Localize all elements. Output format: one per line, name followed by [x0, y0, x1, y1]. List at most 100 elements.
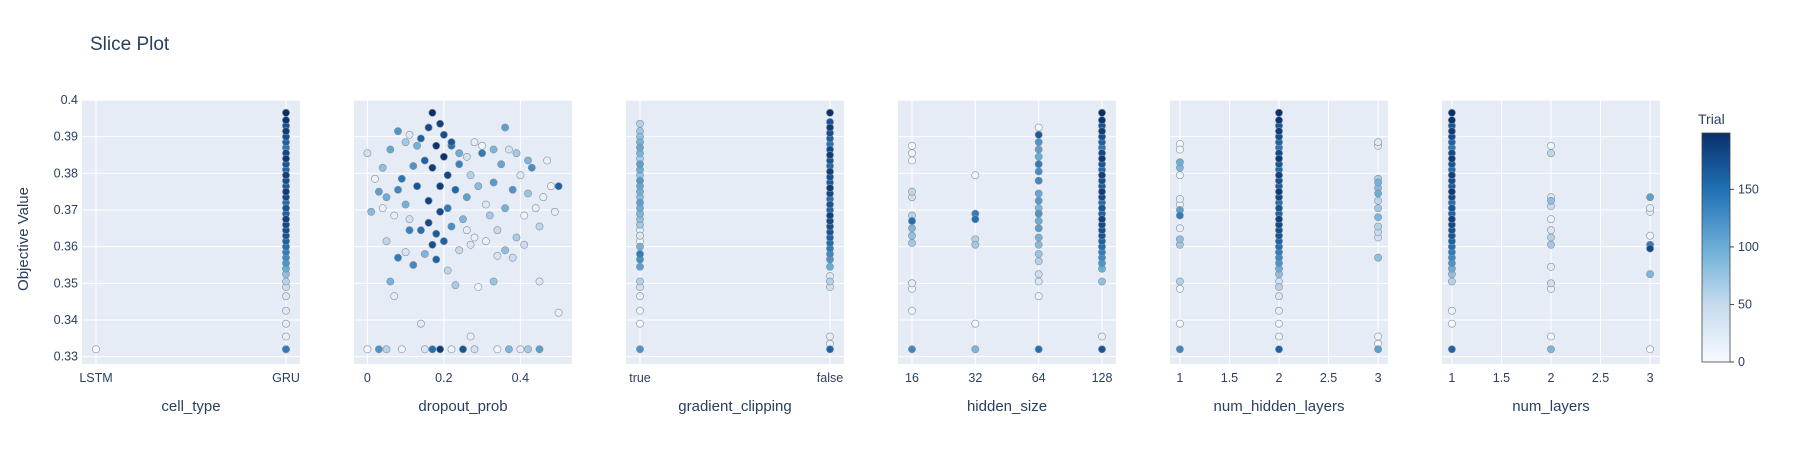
trial-point[interactable] [475, 183, 482, 190]
trial-point[interactable] [636, 307, 643, 314]
trial-point[interactable] [521, 212, 528, 219]
trial-point[interactable] [379, 164, 386, 171]
trial-point[interactable] [826, 124, 833, 131]
trial-point[interactable] [425, 197, 432, 204]
trial-point[interactable] [908, 150, 915, 157]
trial-point[interactable] [826, 168, 833, 175]
trial-point[interactable] [448, 346, 455, 353]
trial-point[interactable] [908, 225, 915, 232]
trial-point[interactable] [972, 172, 979, 179]
trial-point[interactable] [1448, 117, 1455, 124]
trial-point[interactable] [1035, 217, 1042, 224]
trial-point[interactable] [1547, 234, 1554, 241]
trial-point[interactable] [1035, 153, 1042, 160]
trial-point[interactable] [440, 153, 447, 160]
trial-point[interactable] [463, 227, 470, 234]
trial-point[interactable] [517, 172, 524, 179]
trial-point[interactable] [636, 293, 643, 300]
trial-point[interactable] [486, 212, 493, 219]
trial-point[interactable] [1098, 278, 1105, 285]
trial-point[interactable] [425, 124, 432, 131]
trial-point[interactable] [490, 278, 497, 285]
trial-point[interactable] [524, 346, 531, 353]
trial-point[interactable] [364, 150, 371, 157]
trial-point[interactable] [524, 157, 531, 164]
trial-point[interactable] [437, 120, 444, 127]
trial-point[interactable] [517, 346, 524, 353]
trial-point[interactable] [421, 157, 428, 164]
trial-point[interactable] [1647, 205, 1654, 212]
trial-point[interactable] [636, 177, 643, 184]
trial-point[interactable] [1448, 205, 1455, 212]
trial-point[interactable] [498, 161, 505, 168]
trial-point[interactable] [1275, 320, 1282, 327]
trial-point[interactable] [282, 109, 289, 116]
trial-point[interactable] [908, 307, 915, 314]
trial-point[interactable] [437, 346, 444, 353]
trial-point[interactable] [972, 346, 979, 353]
trial-point[interactable] [433, 256, 440, 263]
trial-point[interactable] [282, 320, 289, 327]
trial-point[interactable] [536, 278, 543, 285]
trial-point[interactable] [375, 188, 382, 195]
trial-point[interactable] [429, 241, 436, 248]
trial-point[interactable] [437, 208, 444, 215]
trial-point[interactable] [826, 184, 833, 191]
trial-point[interactable] [448, 139, 455, 146]
trial-point[interactable] [502, 205, 509, 212]
trial-point[interactable] [282, 188, 289, 195]
trial-point[interactable] [1275, 346, 1282, 353]
trial-point[interactable] [972, 320, 979, 327]
trial-point[interactable] [1098, 155, 1105, 162]
trial-point[interactable] [456, 161, 463, 168]
trial-point[interactable] [471, 346, 478, 353]
trial-point[interactable] [636, 144, 643, 151]
trial-point[interactable] [463, 153, 470, 160]
trial-point[interactable] [1176, 285, 1183, 292]
trial-point[interactable] [494, 252, 501, 259]
trial-point[interactable] [636, 161, 643, 168]
trial-point[interactable] [1448, 128, 1455, 135]
trial-point[interactable] [410, 261, 417, 268]
trial-point[interactable] [368, 208, 375, 215]
trial-point[interactable] [1547, 346, 1554, 353]
trial-point[interactable] [1035, 258, 1042, 265]
trial-point[interactable] [459, 216, 466, 223]
trial-point[interactable] [383, 194, 390, 201]
trial-point[interactable] [1275, 117, 1282, 124]
trial-point[interactable] [1448, 278, 1455, 285]
trial-point[interactable] [467, 172, 474, 179]
trial-point[interactable] [1448, 155, 1455, 162]
trial-point[interactable] [406, 216, 413, 223]
trial-point[interactable] [826, 333, 833, 340]
trial-point[interactable] [1375, 139, 1382, 146]
trial-point[interactable] [482, 238, 489, 245]
trial-point[interactable] [1547, 263, 1554, 270]
trial-point[interactable] [92, 346, 99, 353]
trial-point[interactable] [513, 234, 520, 241]
trial-point[interactable] [908, 346, 915, 353]
trial-point[interactable] [282, 346, 289, 353]
trial-point[interactable] [826, 212, 833, 219]
trial-point[interactable] [417, 320, 424, 327]
trial-point[interactable] [1035, 124, 1042, 131]
trial-point[interactable] [282, 205, 289, 212]
trial-point[interactable] [1448, 346, 1455, 353]
trial-point[interactable] [972, 241, 979, 248]
trial-point[interactable] [1275, 155, 1282, 162]
trial-point[interactable] [1035, 225, 1042, 232]
trial-point[interactable] [521, 241, 528, 248]
trial-point[interactable] [555, 309, 562, 316]
trial-point[interactable] [1275, 333, 1282, 340]
trial-point[interactable] [406, 227, 413, 234]
trial-point[interactable] [494, 346, 501, 353]
trial-point[interactable] [1448, 109, 1455, 116]
trial-point[interactable] [908, 217, 915, 224]
trial-point[interactable] [452, 186, 459, 193]
trial-point[interactable] [1176, 278, 1183, 285]
trial-point[interactable] [282, 128, 289, 135]
trial-point[interactable] [1176, 212, 1183, 219]
trial-point[interactable] [364, 346, 371, 353]
trial-point[interactable] [1176, 225, 1183, 232]
trial-point[interactable] [433, 230, 440, 237]
